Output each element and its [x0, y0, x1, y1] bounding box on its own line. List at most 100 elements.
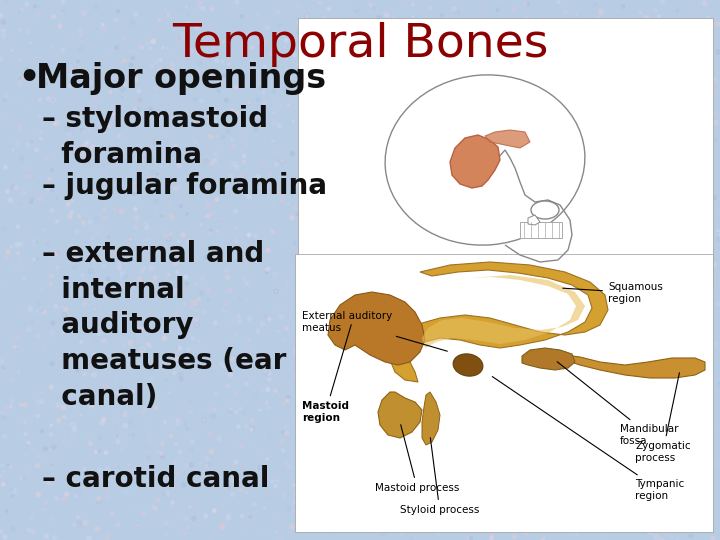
Point [258, 504, 270, 512]
Point [75, 31, 86, 39]
Point [47, 42, 58, 50]
Point [16, 424, 27, 433]
Point [686, 202, 698, 211]
Point [168, 369, 180, 377]
Point [335, 265, 346, 273]
Point [162, 489, 174, 497]
Point [342, 121, 354, 130]
Point [558, 151, 570, 159]
Point [11, 330, 22, 339]
Point [603, 410, 615, 419]
Point [178, 353, 189, 361]
Point [243, 98, 255, 106]
Point [1, 187, 13, 196]
Point [107, 480, 118, 489]
Point [110, 423, 122, 431]
Point [459, 440, 471, 449]
Point [393, 521, 405, 529]
Point [125, 235, 136, 244]
Point [164, 8, 176, 16]
Point [642, 230, 654, 239]
Point [343, 48, 354, 56]
Point [368, 3, 379, 12]
Point [474, 73, 485, 82]
Point [333, 357, 344, 366]
Point [584, 514, 595, 523]
Point [257, 385, 269, 394]
Point [277, 465, 289, 474]
Point [372, 271, 383, 280]
Point [87, 233, 99, 242]
Point [446, 374, 458, 382]
Point [490, 106, 502, 114]
Point [696, 460, 707, 468]
Point [109, 309, 120, 318]
Point [631, 102, 642, 111]
Point [500, 480, 512, 488]
Point [405, 536, 417, 540]
Point [646, 128, 657, 137]
Point [537, 535, 549, 540]
Point [597, 123, 608, 132]
Point [405, 153, 417, 161]
Point [78, 127, 89, 136]
Point [417, 309, 428, 318]
Point [235, 487, 247, 495]
Point [250, 231, 261, 240]
Point [683, 406, 694, 415]
Point [44, 251, 55, 259]
Point [539, 199, 550, 208]
Point [411, 416, 423, 425]
Point [22, 75, 33, 83]
Point [482, 24, 493, 32]
Point [431, 393, 442, 402]
Point [33, 398, 45, 407]
Point [502, 521, 513, 530]
Point [38, 75, 50, 83]
Point [238, 151, 250, 160]
Point [60, 490, 72, 499]
Point [540, 361, 552, 369]
Point [522, 343, 534, 352]
Point [38, 75, 50, 83]
Point [511, 50, 523, 59]
Point [76, 294, 87, 302]
Point [388, 449, 400, 457]
Point [472, 30, 483, 38]
Point [567, 177, 578, 185]
Point [557, 89, 568, 97]
Point [53, 416, 64, 425]
Point [366, 111, 377, 120]
Point [64, 130, 76, 138]
Point [25, 197, 37, 206]
Point [577, 217, 588, 226]
Point [397, 417, 408, 426]
Point [701, 367, 713, 375]
Point [143, 176, 155, 184]
Point [176, 418, 187, 427]
Point [530, 129, 541, 138]
Point [486, 532, 498, 540]
Point [435, 306, 446, 314]
Point [58, 328, 69, 336]
Point [707, 107, 719, 116]
Point [382, 264, 393, 273]
Point [575, 518, 586, 526]
Point [64, 212, 76, 221]
Point [472, 149, 483, 158]
Point [197, 216, 208, 225]
Point [99, 214, 110, 222]
Point [10, 344, 22, 353]
Point [438, 382, 449, 391]
Point [638, 99, 649, 108]
Point [709, 118, 720, 127]
Point [525, 336, 536, 345]
Point [84, 335, 95, 344]
Point [288, 250, 300, 259]
Point [408, 58, 420, 67]
Point [633, 224, 644, 232]
Point [78, 370, 90, 379]
Point [339, 85, 351, 93]
Point [58, 495, 70, 504]
Point [207, 269, 218, 278]
